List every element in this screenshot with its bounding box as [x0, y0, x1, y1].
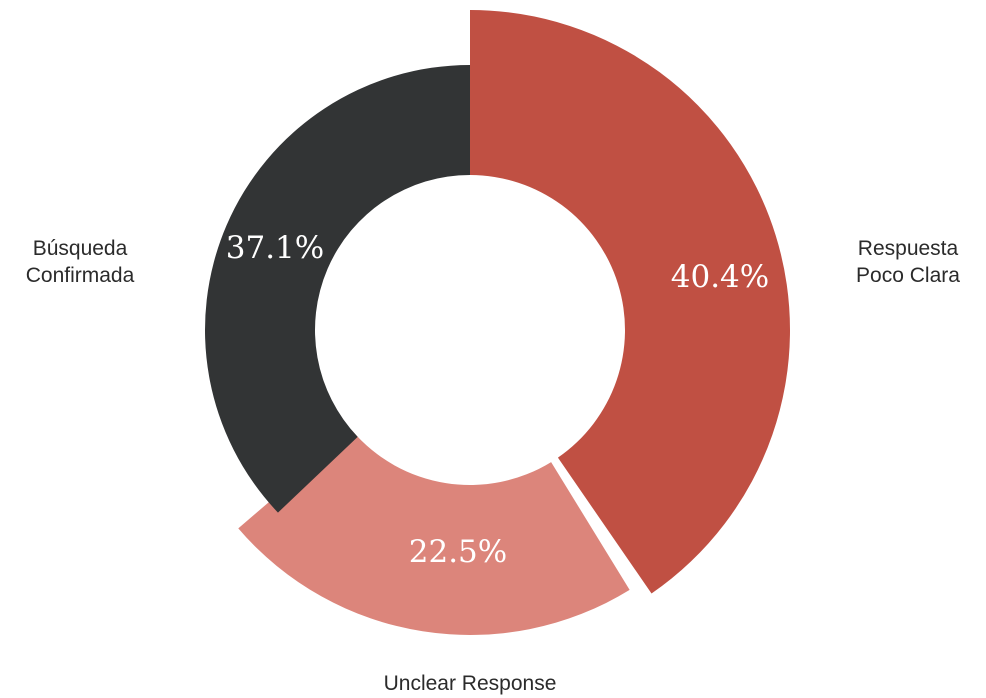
category-label-line: Unclear Response — [384, 672, 557, 695]
donut-slice-2 — [238, 430, 630, 635]
slice-value-label-1: 40.4% — [671, 259, 769, 295]
slice-value-label-2: 22.5% — [409, 534, 507, 570]
category-label-line: Búsqueda — [33, 237, 128, 260]
category-label-1: Respuesta Poco Clara — [856, 237, 960, 287]
category-label-line: Poco Clara — [856, 264, 960, 287]
category-label-3: Búsqueda Confirmada — [26, 237, 135, 287]
category-label-line: Respuesta — [858, 237, 959, 260]
donut-slice-3 — [205, 65, 470, 513]
slice-value-label-3: 37.1% — [226, 230, 324, 266]
category-label-2: Unclear Response — [384, 672, 557, 695]
category-label-line: Confirmada — [26, 264, 135, 287]
donut-slice-1 — [470, 10, 791, 594]
